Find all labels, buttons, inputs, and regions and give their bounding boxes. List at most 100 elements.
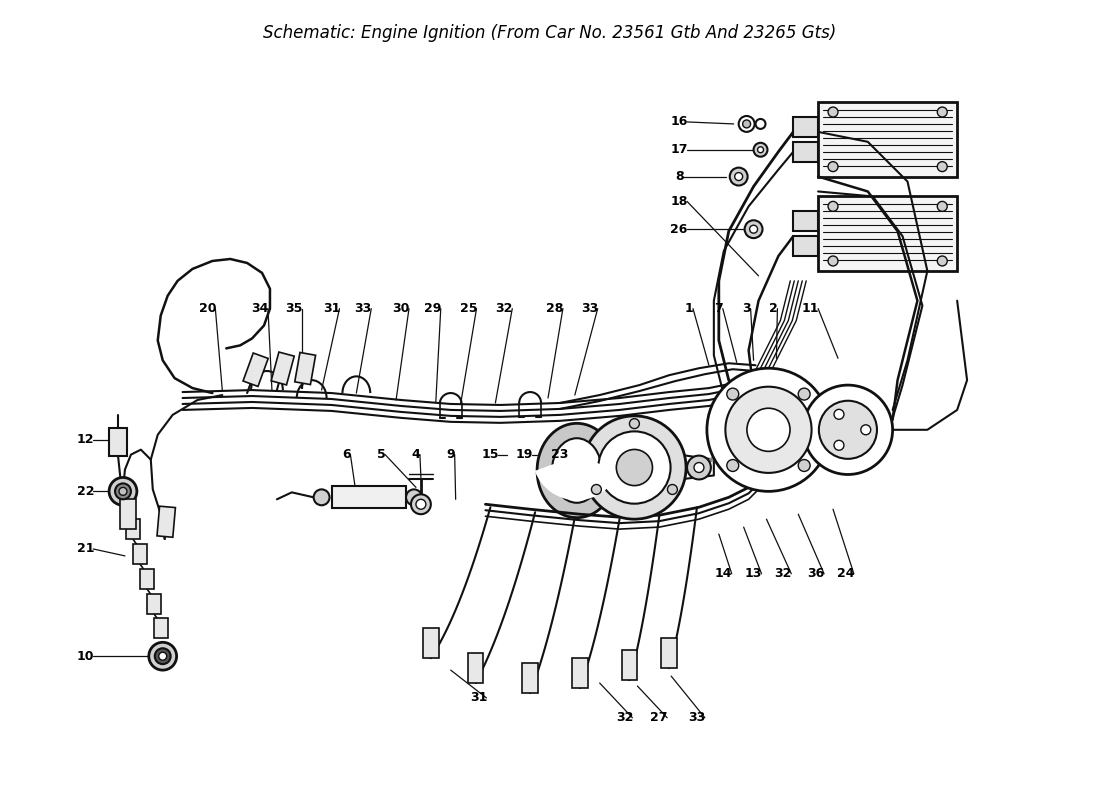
Polygon shape [243,353,268,386]
Text: 29: 29 [425,302,441,315]
Polygon shape [661,638,678,668]
Circle shape [828,107,838,117]
Circle shape [749,226,758,233]
Circle shape [729,168,748,186]
Bar [133,544,146,564]
Circle shape [745,220,762,238]
Text: 31: 31 [470,691,487,705]
Circle shape [834,410,844,419]
Text: 11: 11 [802,302,818,315]
Text: 25: 25 [460,302,477,315]
Ellipse shape [552,438,602,502]
Circle shape [937,162,947,171]
Polygon shape [422,629,439,658]
Text: 15: 15 [482,448,499,461]
Circle shape [937,256,947,266]
Circle shape [148,642,177,670]
Circle shape [406,490,422,506]
Circle shape [725,386,812,473]
Circle shape [688,456,711,479]
Text: 23: 23 [551,448,569,461]
Circle shape [937,202,947,211]
Text: 6: 6 [342,448,351,461]
Text: 32: 32 [774,567,792,580]
Text: 7: 7 [714,302,723,315]
Text: 2: 2 [769,302,778,315]
Text: 33: 33 [354,302,372,315]
Circle shape [758,146,763,153]
Text: 13: 13 [745,567,762,580]
Bar [154,618,167,638]
Text: 30: 30 [393,302,409,315]
Text: Schematic: Engine Ignition (From Car No. 23561 Gtb And 23265 Gts): Schematic: Engine Ignition (From Car No.… [263,23,837,42]
Text: 28: 28 [547,302,563,315]
Bar [109,428,126,456]
Ellipse shape [537,423,616,518]
Bar [793,142,818,162]
Text: 5: 5 [377,448,386,461]
Circle shape [694,462,704,473]
Circle shape [583,416,686,519]
Text: 9: 9 [447,448,455,461]
Polygon shape [272,352,294,385]
Circle shape [727,388,739,400]
Circle shape [116,483,131,499]
Text: 32: 32 [616,711,634,724]
Bar [818,197,957,271]
Circle shape [861,425,871,434]
Circle shape [707,368,830,491]
Circle shape [747,408,790,451]
Polygon shape [468,654,484,683]
Circle shape [799,388,810,400]
Text: 22: 22 [77,485,94,498]
Circle shape [828,256,838,266]
Circle shape [803,385,892,474]
Text: 4: 4 [411,448,420,461]
Text: 8: 8 [674,170,683,183]
Circle shape [592,485,602,494]
Wedge shape [535,456,619,500]
Polygon shape [621,650,637,680]
Circle shape [629,418,639,429]
Bar [793,236,818,256]
Circle shape [756,119,766,129]
Text: 32: 32 [496,302,513,315]
Circle shape [158,652,167,660]
Circle shape [818,401,877,459]
Bar [331,486,406,508]
Circle shape [735,173,743,181]
Bar [146,594,161,614]
Circle shape [109,478,136,506]
Text: 17: 17 [670,143,688,156]
Polygon shape [157,506,175,538]
Text: 27: 27 [650,711,668,724]
Circle shape [828,162,838,171]
Polygon shape [120,499,136,529]
Circle shape [828,202,838,211]
Text: 14: 14 [715,567,733,580]
Circle shape [411,494,431,514]
Circle shape [416,499,426,510]
Bar [126,519,140,539]
Text: 10: 10 [77,650,94,662]
Polygon shape [295,353,316,385]
Bar [793,211,818,231]
Text: 35: 35 [285,302,303,315]
Text: 12: 12 [77,434,94,446]
Bar [140,569,154,589]
Text: 34: 34 [251,302,268,315]
Text: 24: 24 [837,567,855,580]
Text: 21: 21 [77,542,94,555]
Text: 26: 26 [670,222,688,236]
Text: 19: 19 [516,448,532,461]
Text: 3: 3 [742,302,751,315]
Text: 16: 16 [670,115,688,129]
Bar [818,102,957,177]
Circle shape [119,487,126,495]
Circle shape [668,485,678,494]
Text: 1: 1 [684,302,693,315]
Bar [793,117,818,137]
Text: 33: 33 [689,711,705,724]
Circle shape [834,440,844,450]
Polygon shape [572,658,587,688]
